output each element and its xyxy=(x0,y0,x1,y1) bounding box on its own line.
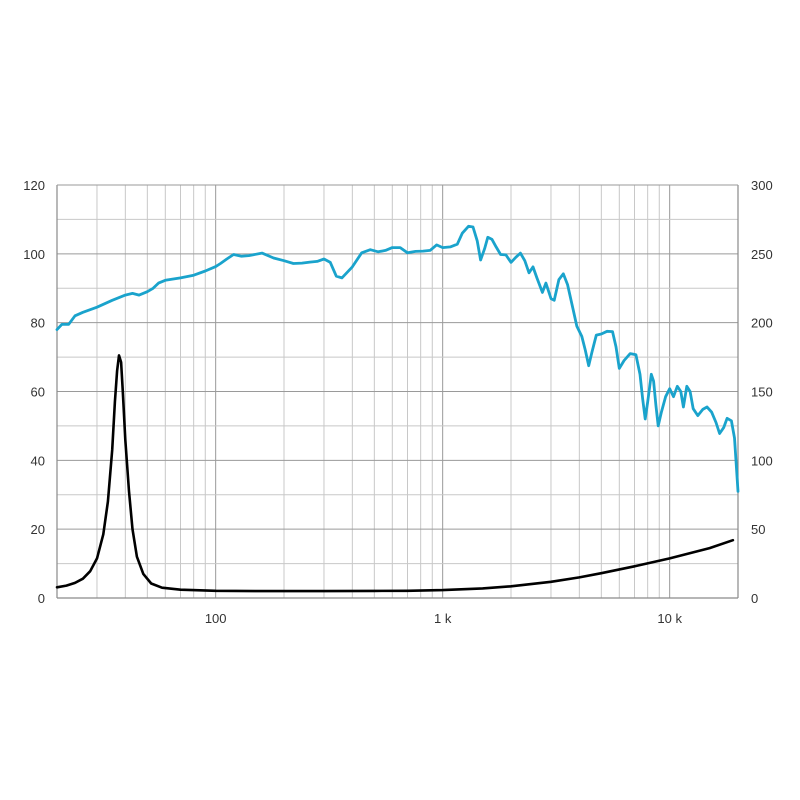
series-layer xyxy=(55,224,740,593)
right-y-tick-label: 50 xyxy=(751,522,765,537)
x-tick-label: 100 xyxy=(205,611,227,626)
left-y-tick-label: 60 xyxy=(31,385,45,400)
impedance-line xyxy=(55,354,735,593)
right-y-tick-label: 250 xyxy=(751,247,773,262)
right-y-tick-label: 0 xyxy=(751,591,758,606)
axis-layer xyxy=(56,184,739,599)
right-y-tick-label: 150 xyxy=(751,385,773,400)
x-tick-label: 10 k xyxy=(657,611,682,626)
right-y-tick-label: 100 xyxy=(751,453,773,468)
tick-labels: 0 20 40 60 80 100 120 0 50 100 150 200 250 300 100 1 k 1… xyxy=(23,178,772,626)
frequency-response-line xyxy=(55,224,740,493)
left-y-tick-label: 80 xyxy=(31,316,45,331)
right-y-tick-label: 200 xyxy=(751,316,773,331)
x-tick-label: 1 k xyxy=(434,611,452,626)
left-y-tick-label: 120 xyxy=(23,178,45,193)
left-y-tick-label: 20 xyxy=(31,522,45,537)
left-y-tick-label: 100 xyxy=(23,247,45,262)
left-y-tick-label: 40 xyxy=(31,453,45,468)
right-y-tick-label: 300 xyxy=(751,178,773,193)
left-y-tick-label: 0 xyxy=(38,591,45,606)
